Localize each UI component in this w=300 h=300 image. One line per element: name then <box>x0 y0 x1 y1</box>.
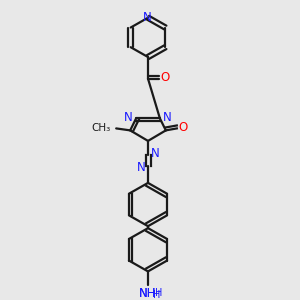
Text: N: N <box>124 111 133 124</box>
Text: H: H <box>153 290 161 300</box>
Text: N: N <box>142 11 152 24</box>
Text: N: N <box>136 161 146 174</box>
Text: NH: NH <box>139 286 157 299</box>
Text: CH₃: CH₃ <box>91 123 110 134</box>
Text: N: N <box>151 147 159 160</box>
Text: O: O <box>160 71 169 84</box>
Text: NH: NH <box>139 286 157 299</box>
Text: O: O <box>178 121 188 134</box>
Text: H: H <box>155 288 163 298</box>
Text: N: N <box>163 111 172 124</box>
